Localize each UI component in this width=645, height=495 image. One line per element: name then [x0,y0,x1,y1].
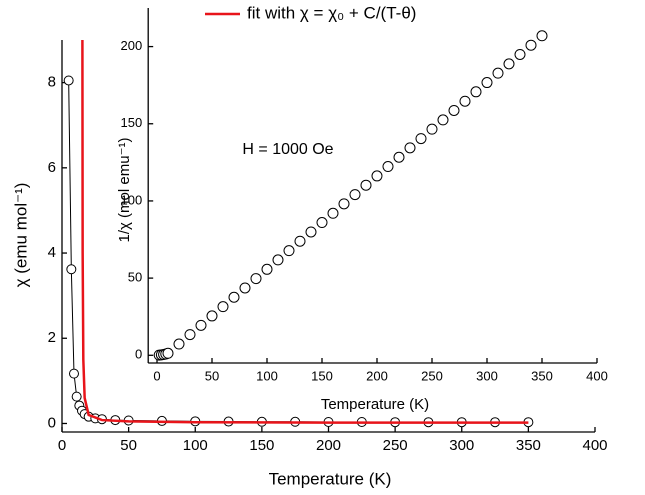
y-axis-label: 1/χ (mol emu⁻¹) [116,138,133,243]
data-point [316,217,328,229]
data-point [415,133,427,145]
x-tick-label: 250 [421,368,443,383]
x-tick-label: 50 [205,368,219,383]
data-point [459,95,471,107]
legend-label: fit with χ = χ₀ + C/(T-θ) [247,3,416,22]
x-tick-label: 350 [516,437,541,454]
x-tick-label: 100 [256,368,278,383]
x-tick-label: 300 [476,368,498,383]
data-point [250,273,262,285]
data-point [305,226,317,238]
data-point [63,75,74,86]
data-point [206,310,218,322]
x-tick-label: 0 [58,437,66,454]
data-point [327,207,339,219]
y-tick-label: 100 [120,192,142,207]
y-tick-label: 0 [48,414,56,431]
data-point [349,189,361,201]
data-point [448,104,460,116]
x-tick-label: 400 [586,368,608,383]
data-point [371,170,383,182]
x-tick-label: 100 [183,437,208,454]
data-point [470,86,482,98]
data-point [426,123,438,135]
y-tick-label: 200 [120,38,142,53]
data-point [162,347,174,359]
data-point [536,30,548,42]
x-tick-label: 0 [153,368,160,383]
data-point [66,264,77,275]
series-line [81,40,529,424]
x-tick-label: 50 [120,437,137,454]
data-point [338,198,350,210]
y-tick-label: 2 [48,329,56,346]
data-point [492,67,504,79]
plot-area [63,40,534,428]
x-tick-label: 200 [316,437,341,454]
x-tick-label: 250 [383,437,408,454]
x-tick-label: 400 [582,437,607,454]
data-point [71,391,82,402]
data-point [437,114,449,126]
data-point [393,151,405,163]
data-point [360,179,372,191]
y-tick-label: 6 [48,159,56,176]
data-point [261,263,273,275]
data-point [173,338,185,350]
x-tick-label: 350 [531,368,553,383]
annotation: H = 1000 Oe [242,141,333,158]
data-point [294,235,306,247]
y-tick-label: 150 [120,115,142,130]
x-tick-label: 150 [311,368,333,383]
y-tick-label: 50 [128,270,142,285]
x-tick-label: 300 [449,437,474,454]
plot-area [153,30,548,361]
y-tick-label: 4 [48,244,56,261]
x-tick-label: 150 [249,437,274,454]
x-tick-label: 200 [366,368,388,383]
y-tick-label: 8 [48,74,56,91]
data-point [382,161,394,173]
data-point [404,142,416,154]
data-point [217,301,229,313]
data-point [503,58,515,70]
x-axis-label: Temperature (K) [321,396,429,413]
data-point [239,282,251,294]
data-point [283,245,295,257]
data-point [184,329,196,341]
data-point [228,291,240,303]
y-tick-label: 0 [135,347,142,362]
data-point [514,48,526,60]
x-axis-label: Temperature (K) [269,469,392,488]
series-line [68,80,529,423]
data-point [481,77,493,89]
data-point [68,368,79,379]
data-point [525,39,537,51]
y-axis-label: χ (emu mol⁻¹) [11,183,30,288]
data-point [272,254,284,266]
data-point [195,319,207,331]
